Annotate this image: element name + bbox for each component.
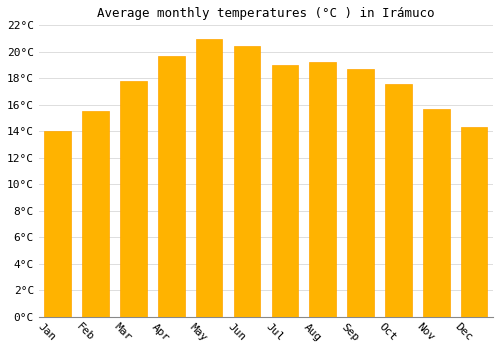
Bar — [158, 56, 184, 317]
Bar — [44, 131, 71, 317]
Bar — [385, 84, 411, 317]
Bar — [234, 47, 260, 317]
Bar — [348, 69, 374, 317]
Title: Average monthly temperatures (°C ) in Irámuco: Average monthly temperatures (°C ) in Ir… — [97, 7, 434, 20]
Bar — [272, 65, 298, 317]
Bar — [461, 127, 487, 317]
Bar — [120, 81, 146, 317]
Bar — [423, 109, 450, 317]
Bar — [196, 38, 222, 317]
Bar — [82, 111, 109, 317]
Bar — [310, 62, 336, 317]
